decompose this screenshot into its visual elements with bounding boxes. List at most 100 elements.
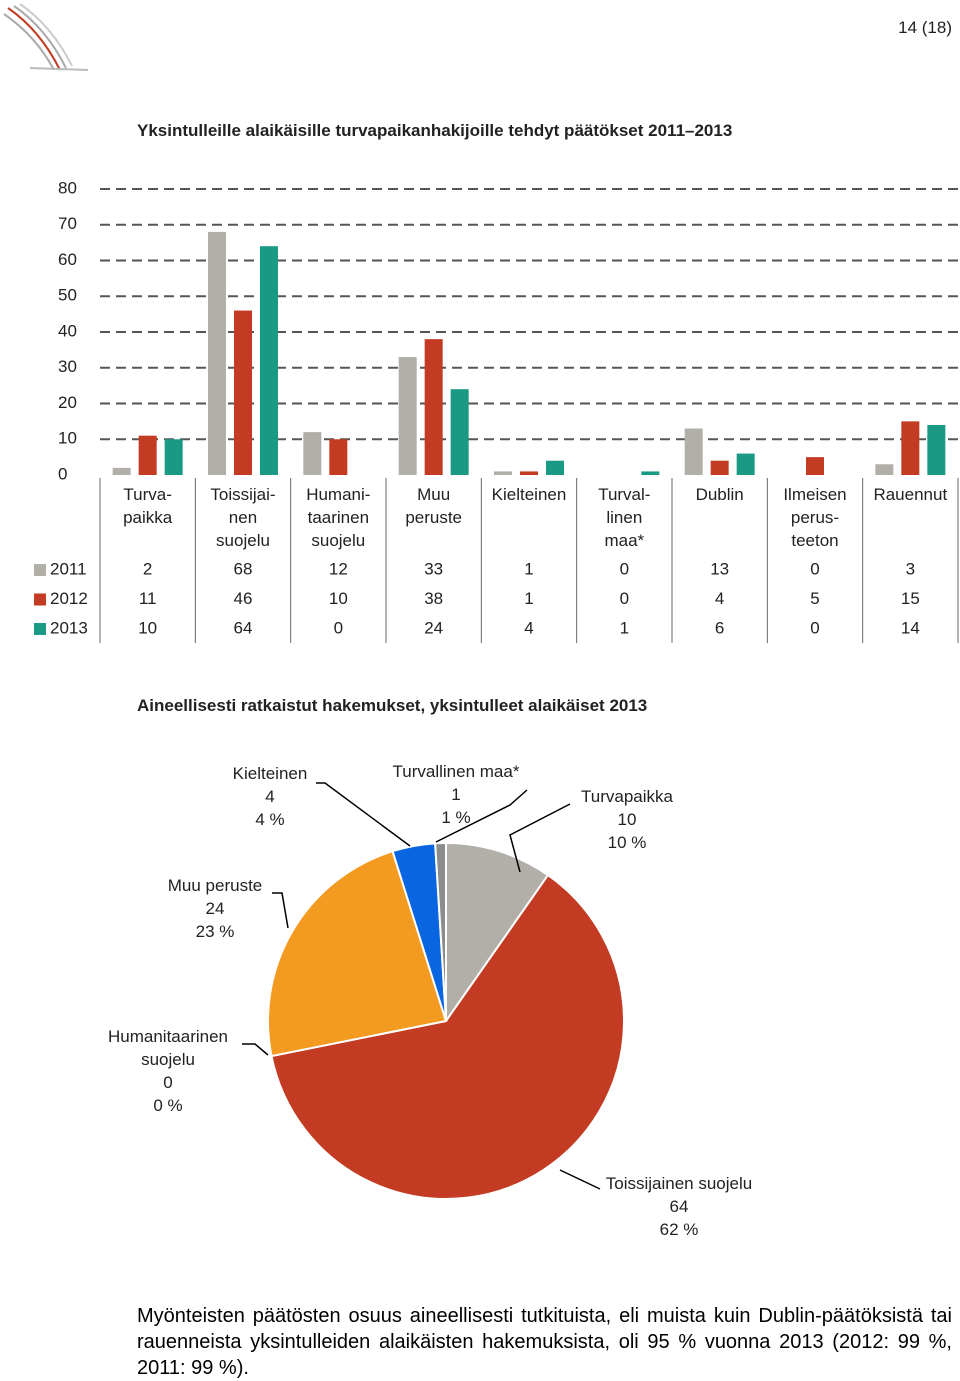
pie-label-name: Humanitaarinen suojelu <box>107 1027 228 1069</box>
pie-label-name: Turvallinen maa* <box>392 762 520 781</box>
y-tick-label: 0 <box>58 464 67 483</box>
table-cell: 14 <box>901 618 920 637</box>
table-cell: 6 <box>715 618 724 637</box>
y-tick-label: 80 <box>58 178 77 197</box>
pie-label-percent: 62 % <box>659 1220 699 1239</box>
table-cell: 4 <box>715 589 724 608</box>
leader-line <box>272 892 289 929</box>
y-tick-label: 70 <box>58 214 77 233</box>
table-cell: 1 <box>620 618 629 637</box>
bar <box>234 310 252 475</box>
pie-label-value: 64 <box>669 1197 689 1216</box>
legend-key <box>34 623 46 635</box>
pie-slice <box>267 849 448 1058</box>
y-tick-label: 10 <box>58 429 77 448</box>
bar <box>138 435 157 475</box>
logo <box>3 3 89 71</box>
legend-label: 2012 <box>50 589 88 608</box>
table-cell: 24 <box>424 618 443 637</box>
x-tick-label: Muu peruste <box>405 485 463 527</box>
table-cell: 13 <box>710 559 729 578</box>
pie-label-percent: 1 % <box>441 808 471 827</box>
y-tick-label: 30 <box>58 357 77 376</box>
table-cell: 68 <box>234 559 253 578</box>
table-cell: 10 <box>329 589 348 608</box>
bar <box>875 464 894 475</box>
bar <box>684 428 703 475</box>
bar <box>208 231 226 475</box>
pie-slice <box>270 873 625 1200</box>
bar <box>806 457 824 475</box>
x-tick-label: Ilmeisen perus- teeton <box>783 485 847 550</box>
table-cell: 15 <box>901 589 920 608</box>
table-cell: 2 <box>143 559 152 578</box>
x-tick-label: Turva- paikka <box>123 485 173 527</box>
chart-title: Yksintulleille alaikäisille turvapaikanh… <box>137 121 733 140</box>
bar <box>520 471 538 475</box>
pie-label-name: Kielteinen <box>232 764 308 783</box>
table-cell: 5 <box>810 589 819 608</box>
pie-label-value: 24 <box>205 899 225 918</box>
leader-line <box>559 1169 601 1190</box>
legend-key <box>34 564 46 576</box>
y-tick-label: 40 <box>58 321 77 340</box>
bar <box>112 467 131 475</box>
x-tick-label: Turval- linen maa* <box>598 485 651 550</box>
bar <box>164 439 183 475</box>
table-cell: 46 <box>234 589 253 608</box>
pie-label-value: 4 <box>265 787 275 806</box>
bar <box>398 357 417 475</box>
bar <box>927 424 946 475</box>
y-tick-label: 20 <box>58 393 77 412</box>
page-number: 14 (18) <box>898 18 952 37</box>
table-cell: 1 <box>524 589 533 608</box>
table-cell: 33 <box>424 559 443 578</box>
table-cell: 64 <box>234 618 253 637</box>
x-tick-label: Humani- taarinen suojelu <box>306 485 371 550</box>
chart-title: Aineellisesti ratkaistut hakemukset, yks… <box>137 696 648 715</box>
pie-label-name: Turvapaikka <box>581 787 673 806</box>
table-cell: 4 <box>524 618 533 637</box>
table-cell: 3 <box>906 559 915 578</box>
leader-line <box>509 803 571 873</box>
bar <box>424 339 443 475</box>
bar <box>303 432 322 475</box>
pie-label-value: 0 <box>163 1073 173 1092</box>
leader-line <box>316 782 411 847</box>
table-cell: 1 <box>524 559 533 578</box>
paragraph: Myönteisten päätösten osuus aineellisest… <box>137 1305 952 1379</box>
pie-label-percent: 0 % <box>153 1096 183 1115</box>
bar <box>329 439 348 475</box>
table-cell: 0 <box>810 618 819 637</box>
bar <box>450 389 469 475</box>
x-tick-label: Rauennut <box>873 485 948 504</box>
pie-label-name: Toissijainen suojelu <box>605 1174 753 1193</box>
table-cell: 12 <box>329 559 348 578</box>
pie-slice <box>445 841 550 1025</box>
table-cell: 0 <box>810 559 819 578</box>
pie-label-percent: 10 % <box>607 833 647 852</box>
table-cell: 0 <box>334 618 343 637</box>
legend-key <box>34 593 46 606</box>
bar <box>736 453 755 475</box>
table-cell: 11 <box>139 589 157 608</box>
x-tick-label: Kielteinen <box>491 485 567 504</box>
bar <box>710 460 729 475</box>
table-cell: 0 <box>620 589 629 608</box>
table-cell: 0 <box>620 559 629 578</box>
y-tick-label: 50 <box>58 286 77 305</box>
pie-label-value: 10 <box>617 810 637 829</box>
bar <box>260 246 278 475</box>
bar <box>641 471 660 475</box>
pie-slice <box>434 841 447 1022</box>
bar <box>546 460 564 475</box>
x-tick-label: Dublin <box>695 485 744 504</box>
table-cell: 38 <box>424 589 443 608</box>
y-tick-label: 60 <box>58 250 77 269</box>
x-tick-label: Toissijai- nen suojelu <box>210 485 276 550</box>
bar <box>901 421 920 475</box>
legend-label: 2011 <box>50 559 87 578</box>
legend-label: 2013 <box>50 618 88 637</box>
